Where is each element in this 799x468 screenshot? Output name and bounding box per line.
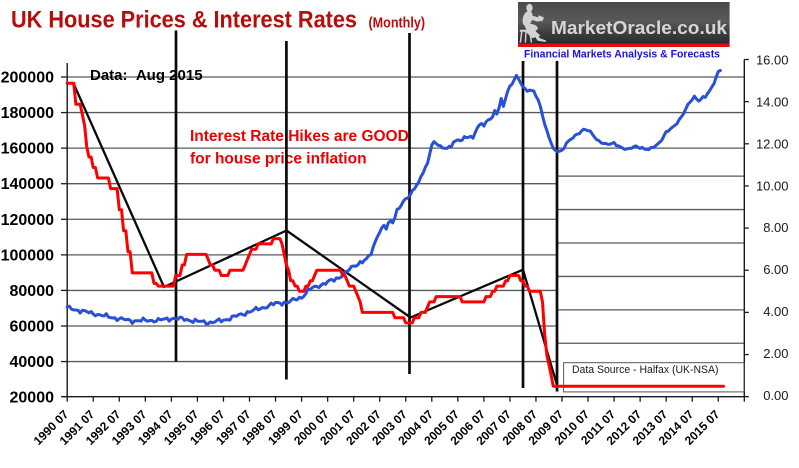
- svg-text:UK House Prices & Interest Rat: UK House Prices & Interest Rates: [11, 7, 357, 34]
- svg-text:60000: 60000: [10, 319, 55, 336]
- svg-text:Data Source - Halfax (UK-NSA): Data Source - Halfax (UK-NSA): [572, 364, 719, 376]
- svg-text:Data: Aug 2015: Data: Aug 2015: [90, 67, 203, 84]
- svg-text:160000: 160000: [1, 141, 54, 158]
- svg-text:14.00: 14.00: [756, 94, 789, 109]
- svg-text:16.00: 16.00: [756, 52, 789, 67]
- svg-text:100000: 100000: [1, 247, 54, 264]
- svg-text:80000: 80000: [10, 283, 55, 300]
- svg-text:180000: 180000: [1, 105, 54, 122]
- svg-text:140000: 140000: [1, 176, 54, 193]
- svg-text:Financial Markets Analysis & F: Financial Markets Analysis & Forecasts: [524, 49, 720, 61]
- svg-text:120000: 120000: [1, 212, 54, 229]
- svg-text:4.00: 4.00: [763, 304, 788, 319]
- svg-text:8.00: 8.00: [763, 220, 788, 235]
- svg-text:MarketOracle.co.uk: MarketOracle.co.uk: [551, 18, 728, 38]
- svg-text:40000: 40000: [10, 354, 55, 371]
- svg-text:for house price inflation: for house price inflation: [190, 151, 367, 168]
- svg-text:(Monthly): (Monthly): [369, 16, 426, 32]
- svg-text:12.00: 12.00: [756, 136, 789, 151]
- svg-text:2.00: 2.00: [763, 346, 788, 361]
- svg-text:0.00: 0.00: [763, 388, 788, 403]
- svg-text:10.00: 10.00: [756, 178, 789, 193]
- svg-text:Interest Rate Hikes are GOOD: Interest Rate Hikes are GOOD: [190, 128, 409, 145]
- svg-text:20000: 20000: [10, 390, 55, 407]
- svg-text:200000: 200000: [1, 70, 54, 87]
- svg-text:6.00: 6.00: [763, 262, 788, 277]
